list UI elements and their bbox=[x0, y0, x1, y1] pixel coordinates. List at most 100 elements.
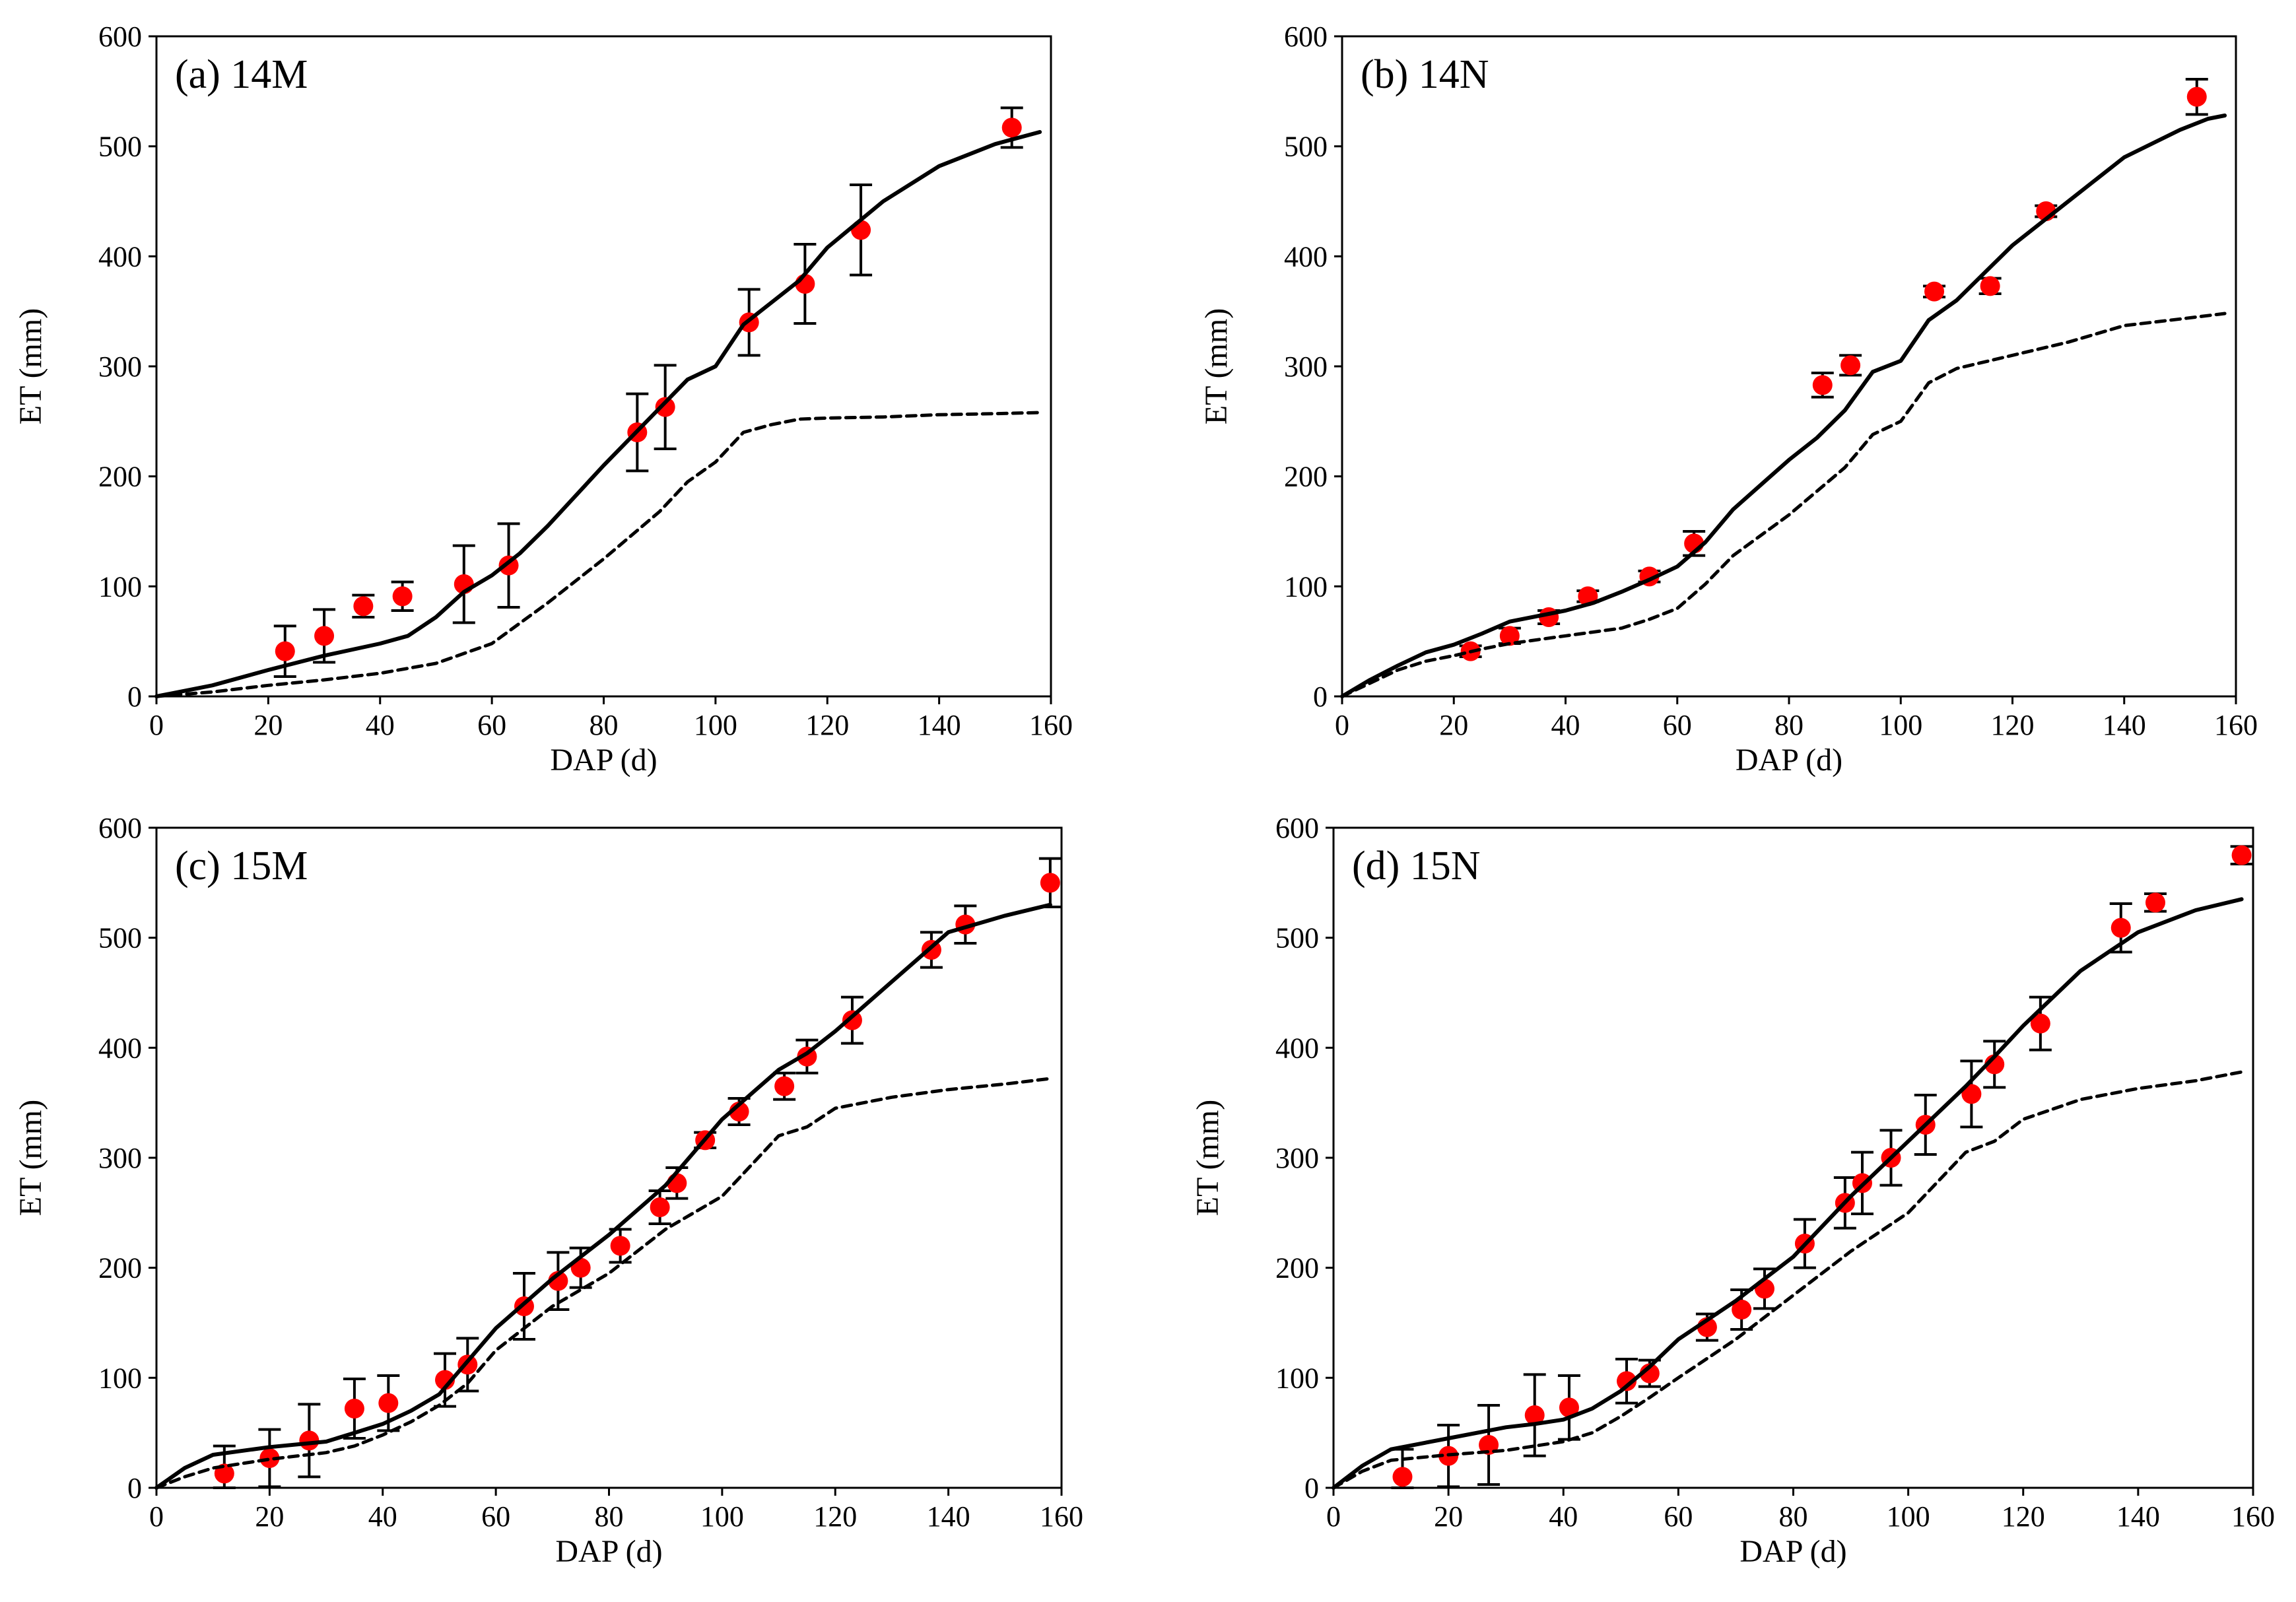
observed-point bbox=[1392, 1467, 1413, 1487]
simulated-transpiration-line bbox=[154, 1077, 1052, 1490]
x-tick-label: 80 bbox=[590, 709, 619, 741]
x-tick-label: 40 bbox=[366, 709, 395, 741]
observed-point bbox=[2110, 918, 2131, 938]
y-tick-label: 400 bbox=[98, 1032, 142, 1064]
x-tick-label: 20 bbox=[1439, 709, 1468, 741]
simulated-et-line bbox=[154, 130, 1042, 698]
y-tick-label: 0 bbox=[127, 681, 142, 713]
x-tick-label: 80 bbox=[1779, 1500, 1808, 1533]
x-tick-label: 100 bbox=[1887, 1500, 1930, 1533]
y-tick-label: 500 bbox=[98, 922, 142, 954]
x-tick-label: 120 bbox=[813, 1500, 857, 1533]
x-tick-label: 60 bbox=[1664, 1500, 1693, 1533]
observed-point bbox=[314, 626, 335, 646]
y-tick-label: 100 bbox=[98, 1362, 142, 1394]
x-tick-label: 100 bbox=[700, 1500, 744, 1533]
x-tick-label: 0 bbox=[1335, 709, 1349, 741]
panel-2: 0 20 40 60 80 100 120 140 160 0 100 200 300 400 500 600… bbox=[1199, 20, 2258, 778]
y-tick-label: 500 bbox=[1284, 131, 1328, 163]
observed-point bbox=[1961, 1084, 1982, 1104]
observed-point bbox=[259, 1448, 280, 1468]
x-tick-label: 40 bbox=[1551, 709, 1580, 741]
x-tick-label: 60 bbox=[481, 1500, 510, 1533]
x-tick-label: 80 bbox=[595, 1500, 624, 1533]
x-axis-title: DAP (d) bbox=[1739, 1534, 1846, 1569]
y-axis-title: ET (mm) bbox=[13, 308, 48, 424]
simulated-transpiration-line bbox=[1332, 1070, 2244, 1490]
observed-point bbox=[1001, 117, 1022, 138]
observed-point bbox=[1732, 1300, 1752, 1319]
observed-point bbox=[392, 586, 413, 607]
y-tick-label: 0 bbox=[1313, 681, 1328, 713]
panel-1: 0 20 40 60 80 100 120 140 160 0 100 200 300 400 500 600… bbox=[13, 20, 1073, 778]
x-tick-label: 0 bbox=[149, 709, 164, 741]
y-axis-title: ET (mm) bbox=[1199, 308, 1234, 424]
y-tick-label: 600 bbox=[1275, 812, 1319, 844]
y-tick-label: 400 bbox=[1284, 240, 1328, 273]
y-tick-label: 200 bbox=[1284, 461, 1328, 493]
y-tick-label: 100 bbox=[1275, 1362, 1319, 1394]
x-tick-label: 20 bbox=[1434, 1500, 1463, 1533]
x-axis-title: DAP (d) bbox=[1736, 743, 1842, 778]
x-tick-label: 0 bbox=[149, 1500, 164, 1533]
y-tick-label: 600 bbox=[98, 20, 142, 53]
panel-4: 0 20 40 60 80 100 120 140 160 0 100 200 300 400 500 600… bbox=[1190, 812, 2275, 1569]
plot-frame bbox=[155, 826, 1063, 1489]
x-tick-label: 140 bbox=[2103, 709, 2146, 741]
observed-point bbox=[842, 1010, 862, 1030]
x-tick-label: 100 bbox=[1879, 709, 1922, 741]
observed-point bbox=[2030, 1013, 2050, 1034]
y-tick-label: 400 bbox=[1275, 1032, 1319, 1064]
panel-title: (c) 15M bbox=[175, 844, 308, 888]
y-tick-label: 0 bbox=[1304, 1472, 1319, 1504]
observed-point bbox=[299, 1430, 320, 1451]
observed-point bbox=[378, 1393, 399, 1413]
x-tick-label: 120 bbox=[2002, 1500, 2045, 1533]
x-axis-title: DAP (d) bbox=[550, 743, 657, 778]
observed-point bbox=[2231, 845, 2252, 865]
x-tick-label: 140 bbox=[927, 1500, 970, 1533]
observed-point bbox=[774, 1076, 795, 1096]
x-tick-label: 60 bbox=[477, 709, 506, 741]
y-tick-label: 300 bbox=[98, 1142, 142, 1174]
x-tick-label: 160 bbox=[1040, 1500, 1083, 1533]
x-tick-label: 120 bbox=[1991, 709, 2035, 741]
panel-title: (d) 15N bbox=[1352, 844, 1481, 888]
x-tick-label: 0 bbox=[1326, 1500, 1341, 1533]
y-tick-label: 100 bbox=[98, 570, 142, 603]
observed-point bbox=[655, 397, 675, 417]
simulated-et-line bbox=[154, 902, 1052, 1490]
y-tick-label: 100 bbox=[1284, 570, 1328, 603]
x-tick-label: 60 bbox=[1663, 709, 1692, 741]
x-tick-label: 40 bbox=[368, 1500, 397, 1533]
y-tick-label: 400 bbox=[98, 240, 142, 273]
simulated-et-line bbox=[1340, 114, 2227, 698]
y-tick-label: 500 bbox=[1275, 922, 1319, 954]
x-tick-label: 100 bbox=[694, 709, 737, 741]
simulated-et-line bbox=[1332, 897, 2244, 1490]
observed-point bbox=[610, 1236, 630, 1256]
x-tick-label: 160 bbox=[2231, 1500, 2275, 1533]
y-tick-label: 200 bbox=[98, 461, 142, 493]
x-tick-label: 140 bbox=[2116, 1500, 2160, 1533]
observed-point bbox=[2145, 892, 2165, 913]
y-axis-title: ET (mm) bbox=[1190, 1100, 1225, 1216]
observed-point bbox=[1812, 375, 1833, 395]
observed-point bbox=[1559, 1397, 1579, 1418]
observed-point bbox=[1524, 1405, 1545, 1425]
panel-title: (a) 14M bbox=[175, 52, 308, 97]
observed-point bbox=[1617, 1371, 1637, 1391]
x-tick-label: 140 bbox=[918, 709, 961, 741]
x-tick-label: 80 bbox=[1774, 709, 1804, 741]
y-tick-label: 600 bbox=[1284, 20, 1328, 53]
x-tick-label: 40 bbox=[1549, 1500, 1578, 1533]
plot-frame bbox=[155, 35, 1052, 698]
simulated-transpiration-line bbox=[1340, 312, 2227, 698]
x-tick-label: 20 bbox=[253, 709, 283, 741]
observed-point bbox=[650, 1197, 670, 1217]
observed-point bbox=[275, 641, 295, 661]
x-tick-label: 20 bbox=[255, 1500, 284, 1533]
y-tick-label: 200 bbox=[1275, 1252, 1319, 1285]
observed-point bbox=[2186, 86, 2207, 107]
